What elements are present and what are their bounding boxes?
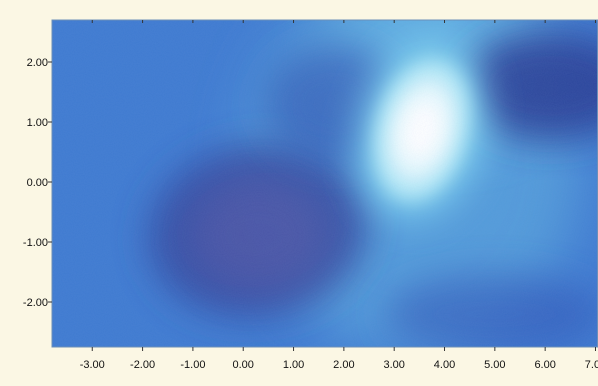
y-tick-label: -1.00: [23, 237, 48, 249]
x-tick-label: -3.00: [80, 359, 105, 371]
x-tick-label: -2.00: [130, 359, 155, 371]
y-axis: 2.00 1.00 0.00 -1.00 -2.00: [23, 57, 52, 309]
heatmap-grain: [52, 20, 598, 347]
x-tick-label: 2.00: [333, 359, 354, 371]
x-tick-label: 5.00: [484, 359, 505, 371]
plot-area: [52, 20, 598, 347]
x-tick-label: 7.00: [585, 359, 598, 371]
y-tick-label: 1.00: [27, 117, 48, 129]
y-tick-label: -2.00: [23, 297, 48, 309]
x-tick-label: -1.00: [180, 359, 205, 371]
x-tick-label: 3.00: [383, 359, 404, 371]
x-axis: -3.00 -2.00 -1.00 0.00 1.00 2.00 3.00 4.00 5.00 6…: [80, 20, 598, 371]
y-tick-label: 0.00: [27, 177, 48, 189]
x-tick-label: 1.00: [283, 359, 304, 371]
x-tick-label: 4.00: [434, 359, 455, 371]
x-tick-label: 6.00: [534, 359, 555, 371]
y-tick-label: 2.00: [27, 57, 48, 69]
x-tick-label: 0.00: [233, 359, 254, 371]
